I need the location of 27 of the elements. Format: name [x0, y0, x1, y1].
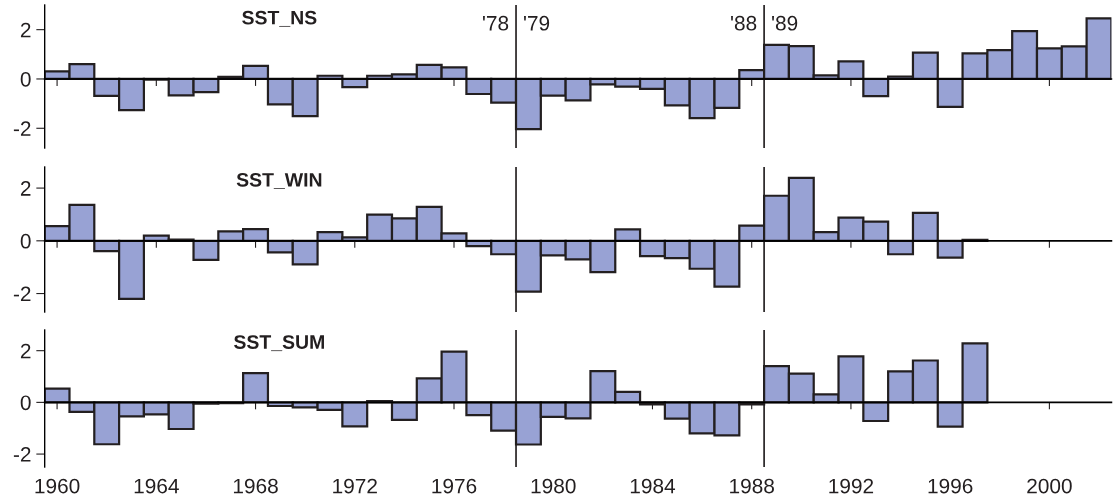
y-tick-label: -2 [13, 286, 31, 302]
y-tick-label: 0 [20, 71, 31, 87]
x-tick-label: 2000 [1027, 478, 1072, 494]
y-tick-label: 2 [20, 181, 31, 196]
y-tick-label: 0 [20, 233, 31, 249]
x-tick-label: 1996 [928, 478, 973, 494]
annotation: '78 [482, 15, 509, 31]
x-tick-label: 1976 [432, 478, 477, 494]
x-tick-label: 1972 [333, 478, 377, 494]
x-tick-label: 1960 [35, 478, 80, 494]
x-tick-label: 1992 [829, 478, 874, 494]
x-tick-label: 1964 [134, 478, 179, 494]
x-tick-label: 1984 [630, 478, 676, 494]
annotation: '89 [772, 15, 798, 31]
x-tick-label: 1988 [730, 478, 774, 494]
chart-title: SST_WIN [236, 172, 322, 189]
y-tick-label: 2 [20, 22, 31, 38]
y-tick-label: 0 [20, 395, 31, 411]
annotation: '88 [731, 15, 757, 31]
annotation: '79 [524, 15, 550, 31]
chart-title: SST_SUM [234, 335, 324, 352]
x-tick-label: 1968 [233, 478, 278, 494]
y-tick-label: -2 [13, 447, 31, 462]
chart-title: SST_NS [242, 10, 317, 27]
x-tick-label: 1980 [531, 478, 576, 494]
y-tick-label: -2 [13, 121, 31, 136]
y-tick-label: 2 [20, 343, 31, 359]
